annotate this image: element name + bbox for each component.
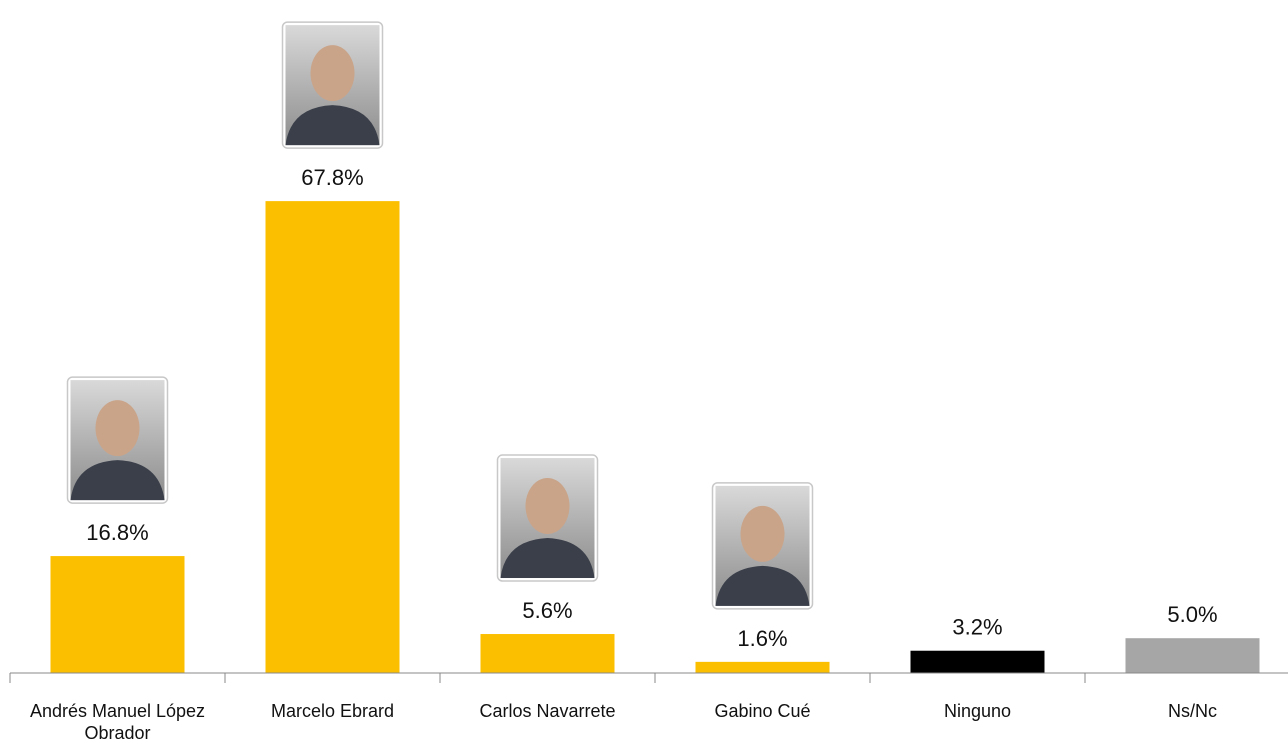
candidate-photo [66, 376, 169, 504]
bar [910, 650, 1045, 673]
x-tick-label: Ns/Nc [1168, 701, 1217, 721]
candidate-photo [711, 482, 814, 610]
value-label: 1.6% [737, 626, 787, 651]
bar [695, 661, 830, 673]
photo-head [525, 478, 570, 535]
candidate-photo [281, 21, 384, 149]
x-tick-label: Carlos Navarrete [479, 701, 616, 721]
photo-head [95, 400, 140, 457]
value-label: 16.8% [86, 520, 148, 545]
photo-body [285, 105, 380, 146]
bar [50, 556, 185, 673]
photo-body [500, 538, 595, 579]
x-tick-label: Gabino Cué [714, 701, 811, 721]
value-label: 5.6% [522, 598, 572, 623]
x-tick-label: Ninguno [943, 701, 1012, 721]
photo-head [310, 45, 355, 102]
value-label: 67.8% [301, 165, 363, 190]
candidate-photo [496, 454, 599, 582]
value-label: 5.0% [1167, 602, 1217, 627]
bar [265, 201, 400, 673]
photo-body [70, 460, 165, 501]
bar [480, 634, 615, 673]
x-tick-label: Andrés Manuel López Obrador [29, 701, 206, 743]
photo-body [715, 565, 810, 606]
x-tick-label: Marcelo Ebrard [270, 701, 395, 721]
photo-head [740, 505, 785, 562]
bar [1125, 638, 1260, 673]
value-label: 3.2% [952, 615, 1002, 640]
